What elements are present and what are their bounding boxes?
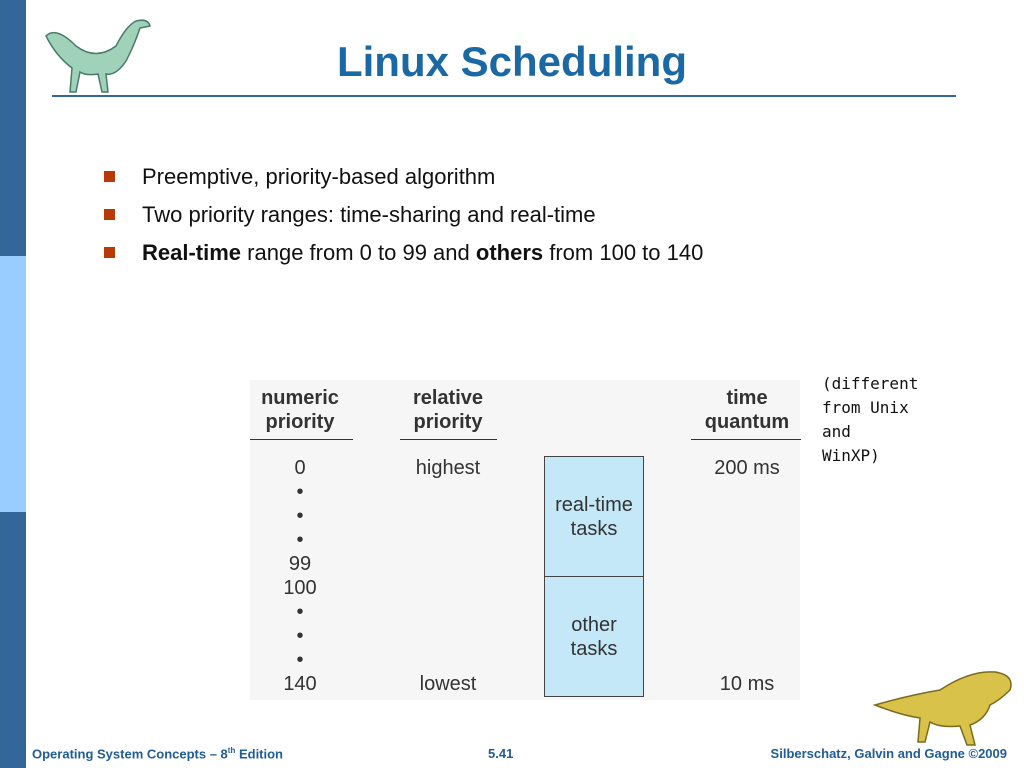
text-run: range from 0 to 99 and	[241, 240, 476, 265]
bullet-text: Preemptive, priority-based algorithm	[142, 164, 495, 190]
text-run: Two priority ranges: time-sharing and re…	[142, 202, 596, 227]
footer-left: Operating System Concepts – 8th Edition	[32, 746, 283, 761]
numeric-label: •	[296, 505, 304, 527]
box-line: tasks	[570, 637, 618, 660]
header-line: numeric	[261, 387, 339, 409]
quantum-label: 10 ms	[719, 673, 775, 695]
note-line: and	[822, 422, 851, 441]
numeric-label: 100	[283, 577, 317, 599]
footer-text: Edition	[235, 746, 284, 762]
header-line: relative	[412, 387, 484, 409]
note-line: from Unix	[822, 398, 909, 417]
bullet-marker	[104, 171, 115, 182]
numeric-label: •	[296, 601, 304, 623]
note-line: (different	[822, 374, 919, 393]
side-stripe	[0, 0, 26, 256]
title-rule	[52, 95, 956, 97]
header-line: time	[726, 387, 768, 409]
dinosaur-icon	[872, 671, 1012, 746]
quantum-label: 200 ms	[714, 457, 780, 479]
side-stripe	[0, 256, 26, 512]
title: Linux Scheduling	[336, 38, 687, 85]
bullet-text: Real-time range from 0 to 99 and others …	[142, 240, 703, 266]
bullet-marker	[104, 209, 115, 220]
column-header: relative priority	[388, 386, 508, 434]
task-box: real-time tasks	[544, 456, 644, 577]
numeric-label: 99	[288, 553, 312, 575]
text-run: from 100 to 140	[543, 240, 704, 265]
numeric-label: •	[296, 649, 304, 671]
text-run: Preemptive, priority-based algorithm	[142, 164, 496, 189]
header-rule	[691, 439, 801, 440]
dinosaur-icon	[45, 19, 151, 93]
numeric-label: •	[296, 529, 304, 551]
column-header: time quantum	[687, 386, 807, 434]
bullet-text: Two priority ranges: time-sharing and re…	[142, 202, 596, 228]
column-header: numeric priority	[240, 386, 360, 434]
relative-label: lowest	[419, 673, 477, 695]
footer-superscript: th	[227, 746, 236, 755]
text-run: others	[475, 240, 544, 265]
task-box: other tasks	[544, 576, 644, 697]
numeric-label: 140	[283, 673, 317, 695]
figure-background	[250, 380, 800, 700]
header-rule	[400, 439, 497, 440]
text-run: Real-time	[142, 240, 242, 265]
page-number: 5.41	[488, 746, 514, 761]
numeric-label: 0	[294, 457, 306, 479]
numeric-label: •	[296, 481, 304, 503]
header-line: priority	[265, 411, 335, 433]
bullet-marker	[104, 247, 115, 258]
side-stripe	[0, 512, 26, 768]
footer-right: Silberschatz, Galvin and Gagne ©2009	[770, 746, 1007, 761]
header-line: quantum	[704, 411, 790, 433]
numeric-label: •	[296, 625, 304, 647]
box-line: tasks	[570, 517, 618, 540]
box-line: other	[571, 613, 617, 636]
header-line: priority	[413, 411, 483, 433]
footer-text: Operating System Concepts – 8	[32, 746, 228, 762]
note-line: WinXP)	[822, 446, 880, 465]
header-rule	[250, 439, 353, 440]
box-line: real-time	[555, 493, 633, 516]
relative-label: highest	[415, 457, 481, 479]
